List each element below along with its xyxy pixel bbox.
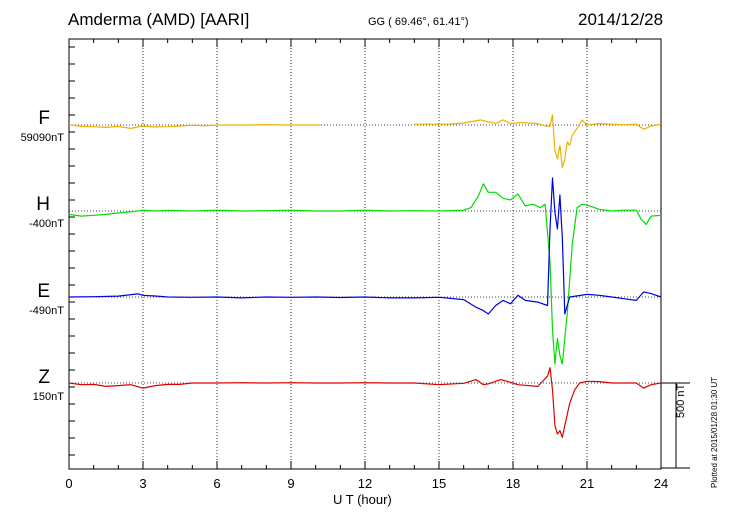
channel-baseline-h: -400nT bbox=[29, 218, 64, 230]
channel-label-h: H bbox=[36, 194, 50, 215]
x-tick-label: 9 bbox=[287, 476, 295, 491]
trace-e bbox=[68, 177, 662, 315]
x-axis-label: U T (hour) bbox=[333, 492, 392, 507]
x-tick-label: 0 bbox=[65, 476, 73, 491]
plot-date: 2014/12/28 bbox=[578, 10, 664, 29]
plotted-timestamp: Plotted at 2015/01/28 01:30 UT bbox=[710, 376, 719, 488]
channel-label-f: F bbox=[38, 108, 50, 129]
channel-label-z: Z bbox=[38, 367, 50, 388]
channel-label-e: E bbox=[37, 281, 50, 302]
trace-f bbox=[68, 124, 321, 129]
trace-f bbox=[414, 114, 662, 169]
plot-frame bbox=[68, 38, 662, 470]
x-tick-label: 15 bbox=[431, 476, 447, 491]
channel-baseline-z: 150nT bbox=[32, 391, 64, 403]
x-tick-label: 24 bbox=[653, 476, 669, 491]
x-tick-label: 3 bbox=[139, 476, 147, 491]
channel-baseline-f: 59090nT bbox=[20, 132, 64, 144]
x-tick-label: 21 bbox=[579, 476, 595, 491]
station-title: Amderma (AMD) [AARI] bbox=[68, 10, 250, 29]
channel-baseline-e: -490nT bbox=[29, 305, 64, 317]
geographic-coords: GG ( 69.46°, 61.41°) bbox=[368, 16, 469, 28]
x-tick-label: 18 bbox=[505, 476, 521, 491]
scale-bar-label: 500 nT bbox=[675, 383, 687, 418]
trace-z bbox=[68, 367, 662, 438]
x-tick-label: 6 bbox=[213, 476, 221, 491]
trace-h bbox=[68, 183, 662, 365]
x-tick-label: 12 bbox=[357, 476, 373, 491]
